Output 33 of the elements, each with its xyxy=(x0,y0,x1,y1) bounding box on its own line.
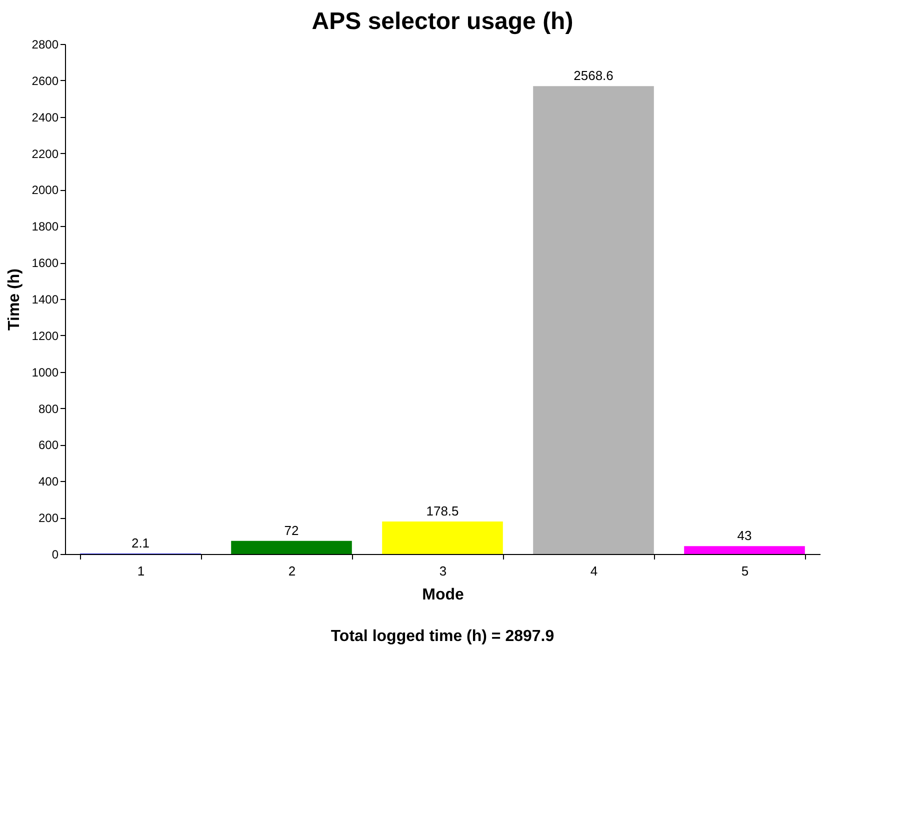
x-tick-label: 3 xyxy=(439,564,447,578)
data-label: 178.5 xyxy=(426,503,459,518)
x-tick-label: 4 xyxy=(590,564,598,578)
chart-title: APS selector usage (h) xyxy=(312,8,574,35)
y-axis-title: Time (h) xyxy=(6,268,23,330)
x-tick-label: 1 xyxy=(137,564,145,578)
y-tick-label: 2400 xyxy=(32,110,59,124)
y-tick-label: 0 xyxy=(52,548,59,562)
y-tick-label: 200 xyxy=(38,511,59,526)
data-label: 2568.6 xyxy=(574,68,614,84)
y-tick-label: 400 xyxy=(38,474,59,489)
y-tick-label: 1800 xyxy=(32,220,59,234)
y-tick-label: 600 xyxy=(38,438,59,452)
data-label: 72 xyxy=(284,522,299,538)
y-tick-label: 2000 xyxy=(32,183,59,198)
y-tick-label: 1200 xyxy=(32,328,59,343)
y-tick-label: 2800 xyxy=(32,38,59,52)
x-tick-label: 2 xyxy=(288,564,296,578)
y-tick-label: 2200 xyxy=(32,146,59,161)
y-tick-label: 1400 xyxy=(32,292,59,306)
y-tick-label: 1600 xyxy=(32,256,59,270)
y-tick-label: 1000 xyxy=(32,365,59,380)
x-tick-label: 5 xyxy=(741,564,749,578)
bar xyxy=(231,540,352,554)
data-label: 2.1 xyxy=(131,536,150,551)
bar xyxy=(533,86,654,554)
bar xyxy=(684,546,805,554)
y-tick-label: 2600 xyxy=(32,74,59,88)
data-label: 43 xyxy=(737,528,752,544)
text: Total logged time (h) = 2897.9 xyxy=(330,628,554,645)
bar xyxy=(382,521,503,554)
x-axis-title: Mode xyxy=(422,586,464,604)
y-tick-label: 800 xyxy=(38,402,59,416)
